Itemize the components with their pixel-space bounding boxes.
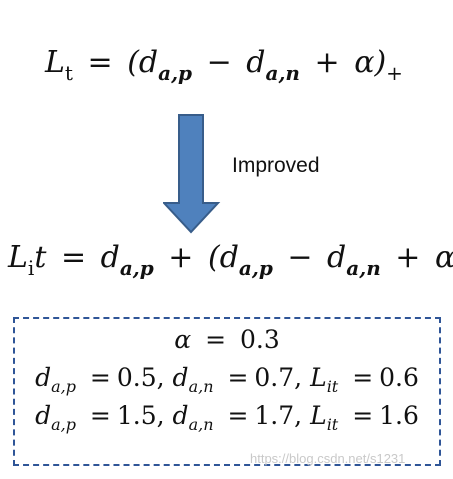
- ex1-eq2: =: [227, 363, 249, 392]
- ex2-v2: 1.7,: [254, 401, 303, 430]
- ex2-d2: d: [172, 401, 189, 430]
- ex2-subL: it: [326, 415, 339, 434]
- alpha-value-line: α = 0.3: [15, 327, 439, 352]
- ex1-d2: d: [172, 363, 189, 392]
- ex1-v3: 0.6: [379, 363, 419, 392]
- original-loss-formula: Lt = (da,p − da,n + α)+: [45, 45, 403, 84]
- alpha-symbol: α: [174, 325, 192, 354]
- ex2-sub2: a,n: [188, 415, 214, 434]
- ex1-L: L: [310, 363, 327, 392]
- ex2-eq1: =: [89, 401, 111, 430]
- formula-2-sub-an: a,n: [346, 256, 381, 280]
- formula-2-sub-ap1: a,p: [119, 256, 154, 280]
- formula-1-tail-sub: +: [386, 61, 403, 85]
- example-box: α = 0.3 da,p = 0.5, da,n = 0.7, Lit = 0.6 d…: [13, 317, 441, 466]
- ex2-v1: 1.5,: [116, 401, 165, 430]
- watermark-text: https://blog.csdn.net/s1231: [250, 451, 406, 466]
- formula-2-alpha-close: α): [435, 240, 453, 275]
- example-line-1: da,p = 0.5, da,n = 0.7, Lit = 0.6: [15, 363, 439, 395]
- ex1-v1: 0.5,: [116, 363, 165, 392]
- formula-2-open: (d: [207, 240, 239, 275]
- ex1-d1: d: [35, 363, 52, 392]
- formula-2-plus2: +: [395, 240, 421, 275]
- formula-2-t: t: [34, 240, 47, 275]
- formula-1-alpha-close: α): [354, 45, 387, 80]
- formula-1-d: d: [246, 45, 266, 80]
- ex2-v3: 1.6: [379, 401, 419, 430]
- formula-1-minus: −: [206, 45, 232, 80]
- formula-2-d2: d: [327, 240, 347, 275]
- formula-2-minus: −: [287, 240, 313, 275]
- formula-1-sub-an: a,n: [265, 61, 300, 85]
- formula-2-eq: =: [60, 240, 87, 275]
- improved-label: Improved: [232, 154, 320, 177]
- ex1-eq1: =: [89, 363, 111, 392]
- down-arrow-shape: [163, 114, 221, 234]
- down-arrow-icon: [163, 114, 221, 234]
- ex1-sub1: a,p: [51, 377, 76, 396]
- formula-2-lhs-sub: i: [27, 256, 35, 280]
- ex1-v2: 0.7,: [254, 363, 303, 392]
- improved-loss-formula: Lit = da,p + (da,p − da,n + α)+: [8, 240, 453, 279]
- example-line-2: da,p = 1.5, da,n = 1.7, Lit = 1.6: [15, 401, 439, 433]
- ex2-sub1: a,p: [51, 415, 76, 434]
- formula-1-eq: =: [87, 45, 113, 80]
- ex2-d1: d: [35, 401, 52, 430]
- formula-1-plus: +: [314, 45, 340, 80]
- formula-2-plus1: +: [168, 240, 194, 275]
- ex2-L: L: [310, 401, 327, 430]
- formula-1-lhs-sub: t: [64, 61, 73, 85]
- formula-1-open: (d: [127, 45, 159, 80]
- formula-2-d1: d: [100, 240, 120, 275]
- ex1-sub2: a,n: [188, 377, 214, 396]
- ex1-subL: it: [326, 377, 339, 396]
- ex2-eq2: =: [227, 401, 249, 430]
- ex1-eq3: =: [352, 363, 374, 392]
- formula-2-lhs: L: [8, 240, 28, 275]
- alpha-value: 0.3: [239, 325, 280, 354]
- formula-2-sub-ap2: a,p: [238, 256, 273, 280]
- ex2-eq3: =: [352, 401, 374, 430]
- formula-1-lhs: L: [45, 45, 65, 80]
- alpha-eq: =: [205, 325, 227, 354]
- formula-1-sub-ap: a,p: [158, 61, 193, 85]
